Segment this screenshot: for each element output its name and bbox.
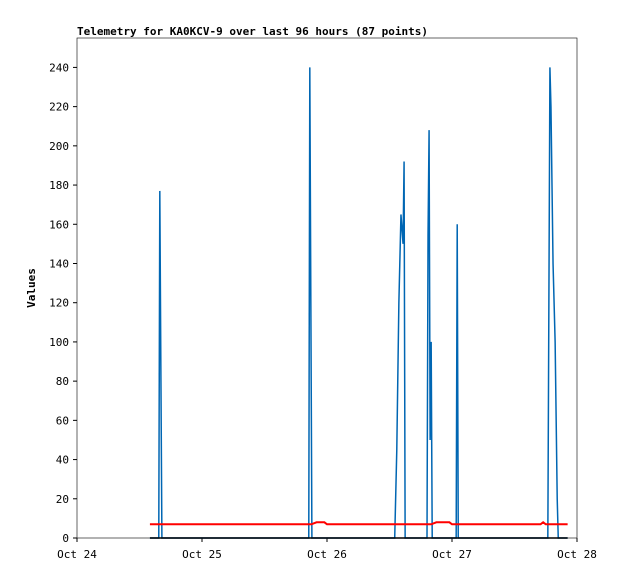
y-tick-label: 140: [49, 257, 69, 270]
series-line: [149, 67, 568, 539]
y-tick-label: 180: [49, 179, 69, 192]
y-tick-label: 240: [49, 61, 69, 74]
x-tick-label: Oct 25: [182, 548, 222, 561]
y-tick-label: 160: [49, 218, 69, 231]
x-tick-label: Oct 28: [557, 548, 597, 561]
y-tick-label: 60: [56, 414, 69, 427]
x-tick-label: Oct 27: [432, 548, 472, 561]
x-tick-label: Oct 26: [307, 548, 347, 561]
y-tick-label: 200: [49, 140, 69, 153]
y-tick-label: 100: [49, 336, 69, 349]
y-tick-label: 120: [49, 297, 69, 310]
y-tick-label: 40: [56, 454, 69, 467]
y-tick-label: 220: [49, 101, 69, 114]
y-axis-label: Values: [25, 268, 38, 308]
y-tick-label: 0: [62, 532, 69, 545]
y-tick-label: 20: [56, 493, 69, 506]
y-tick-label: 80: [56, 375, 69, 388]
chart-title: Telemetry for KA0KCV-9 over last 96 hour…: [77, 25, 428, 38]
series-line: [149, 521, 568, 526]
x-tick-label: Oct 24: [57, 548, 97, 561]
